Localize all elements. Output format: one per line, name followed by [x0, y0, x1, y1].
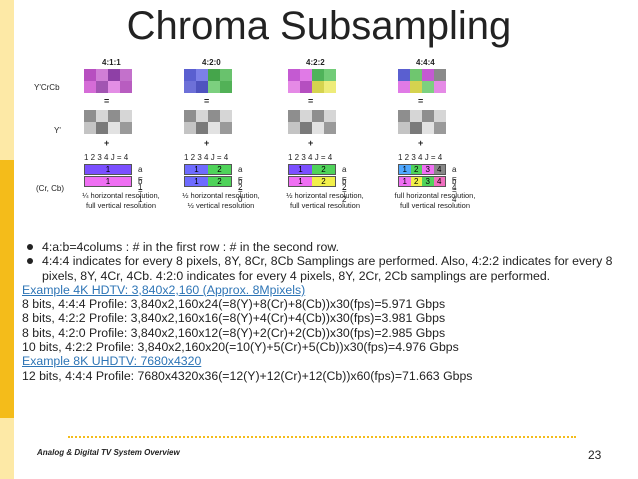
ycrcb-grid [184, 69, 232, 93]
caption: ½ horizontal resolution, ½ vertical resol… [182, 191, 260, 210]
profile-line: 8 bits, 4:4:4 Profile: 3,840x2,160x24(=8… [22, 297, 446, 312]
row-label-ycrcb: Y'CrCb [34, 83, 60, 92]
profile-line: 10 bits, 4:2:2 Profile: 3,840x2,160x20(=… [22, 340, 459, 355]
body-text: 4:a:b=4colums : # in the first row : # i… [22, 240, 634, 424]
slide-title: Chroma Subsampling [126, 4, 512, 48]
example-8k-link[interactable]: Example 8K UHDTV: 7680x4320 [22, 354, 202, 369]
cr-bar: 1 [84, 164, 132, 175]
row-label-crcb: (Cr, Cb) [36, 184, 64, 193]
ycrcb-grid [288, 69, 336, 93]
left-accent-bar [0, 0, 14, 479]
bullet-item: 4:a:b=4colums : # in the first row : # i… [22, 240, 634, 254]
caption: full horizontal resolution, full vertical… [394, 191, 476, 210]
caption: ½ horizontal resolution, full vertical re… [286, 191, 364, 210]
luma-grid [288, 110, 336, 134]
chroma-subsampling-figure: Y'CrCb Y' (Cr, Cb) 4:1:1 = + 1 2 3 4 J =… [30, 58, 628, 238]
ycrcb-grid [398, 69, 446, 93]
luma-grid [184, 110, 232, 134]
caption: ¼ horizontal resolution, full vertical re… [82, 191, 160, 210]
scheme-name: 4:1:1 [102, 58, 121, 67]
row-label-y: Y' [54, 126, 61, 135]
example-4k-link[interactable]: Example 4K HDTV: 3,840x2,160 (Approx. 8M… [22, 282, 306, 297]
cb-bar: 1 [84, 176, 132, 187]
footer-text: Analog & Digital TV System Overview [37, 448, 180, 457]
page-number: 23 [588, 448, 602, 462]
luma-grid [398, 110, 446, 134]
profile-line: 12 bits, 4:4:4 Profile: 7680x4320x36(=12… [22, 368, 473, 383]
luma-grid [84, 110, 132, 134]
profile-line: 8 bits, 4:2:0 Profile: 3,840x2,160x12(=8… [22, 325, 446, 340]
profile-line: 8 bits, 4:2:2 Profile: 3,840x2,160x16(=8… [22, 311, 446, 326]
footer-divider [68, 436, 576, 438]
bullet-item: 4:4:4 indicates for every 8 pixels, 8Y, … [22, 254, 634, 283]
ycrcb-grid [84, 69, 132, 93]
